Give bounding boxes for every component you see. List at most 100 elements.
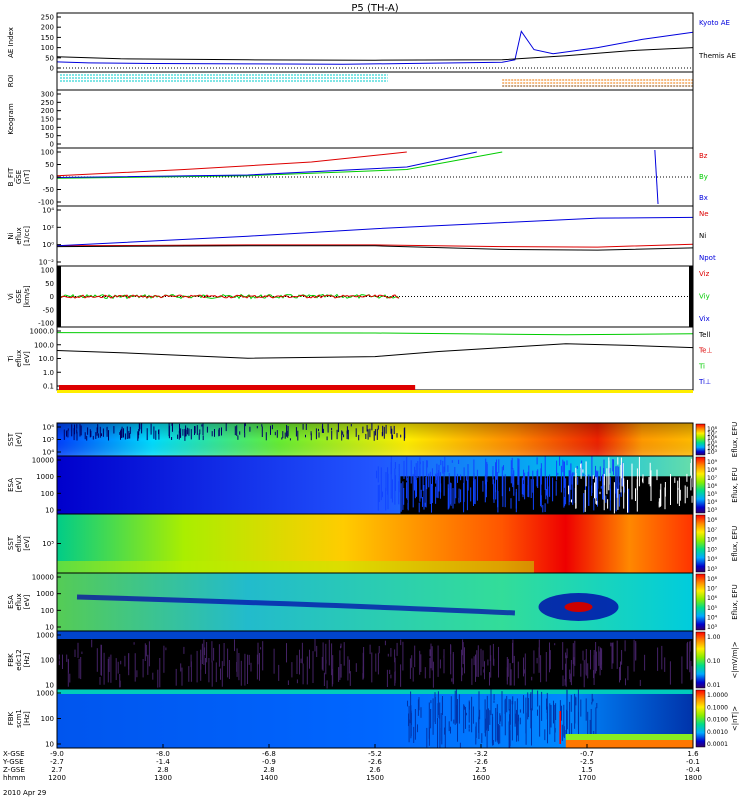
noise-strip [463, 467, 465, 502]
noise-strip [549, 650, 551, 670]
noise-strip [74, 649, 76, 657]
sst2-colorbar-tick: 10⁷ [707, 527, 718, 534]
sst2-colorbar-tick: 10⁵ [707, 546, 718, 553]
noise-strip [527, 471, 529, 491]
noise-strip [71, 424, 73, 437]
noise-strip [175, 668, 177, 686]
xaxis-value: -3.2 [474, 750, 488, 758]
noise-strip [451, 460, 453, 463]
noise-strip [519, 709, 521, 713]
noise-strip [282, 431, 284, 439]
bfit-legend: Bx [699, 194, 708, 202]
esa1-colorbar-tick: 10⁸ [707, 467, 718, 474]
noise-strip [585, 698, 587, 721]
noise-strip [180, 428, 182, 438]
noise-strip [102, 428, 104, 437]
fbk2-orange [565, 740, 693, 748]
noise-strip [244, 653, 246, 686]
noise-strip [497, 472, 499, 508]
noise-strip [448, 473, 450, 507]
sst2-band [57, 561, 534, 573]
noise-strip [194, 426, 196, 434]
noise-strip [540, 655, 542, 683]
noise-strip [342, 431, 344, 435]
noise-strip [577, 689, 579, 725]
noise-strip [134, 653, 136, 682]
noise-strip [367, 429, 369, 440]
noise-strip [340, 643, 342, 648]
noise-strip [649, 462, 651, 487]
noise-strip [627, 479, 628, 513]
esa1-tick: 10000 [32, 457, 54, 465]
noise-strip [260, 647, 262, 650]
noise-strip [462, 642, 464, 665]
noise-strip [613, 482, 615, 514]
noise-strip [473, 473, 475, 504]
noise-strip [648, 477, 650, 485]
noise-strip [504, 698, 506, 736]
noise-strip [565, 663, 566, 682]
noise-strip [431, 646, 433, 671]
ae-tick: 150 [41, 34, 54, 42]
keogram-tick: 250 [41, 99, 54, 107]
noise-strip [80, 425, 82, 436]
noise-strip [168, 423, 170, 437]
keogram-tick: 0 [50, 141, 54, 149]
noise-strip [588, 486, 590, 506]
noise-strip [400, 664, 402, 687]
noise-strip [528, 465, 530, 498]
noise-strip [484, 661, 485, 680]
noise-strip [273, 648, 275, 674]
xaxis-value: -2.6 [474, 758, 488, 766]
noise-strip [188, 666, 190, 682]
noise-strip [200, 660, 202, 670]
noise-strip [486, 717, 488, 748]
esa2-colorbar-tick: 10⁷ [707, 586, 718, 593]
noise-strip [369, 644, 371, 655]
noise-strip [338, 667, 340, 682]
noise-strip [580, 699, 582, 717]
noise-strip [599, 651, 601, 676]
noise-strip [679, 489, 681, 501]
noise-strip [67, 430, 69, 438]
noise-strip [236, 648, 238, 677]
noise-strip [196, 650, 198, 683]
noise-strip [476, 469, 478, 501]
fbk2-colorbar-title: <|nT|> [731, 706, 739, 731]
noise-strip [506, 667, 508, 681]
noise-strip [554, 643, 556, 646]
noise-strip [407, 502, 409, 509]
noise-strip [343, 642, 345, 666]
noise-strip [524, 472, 526, 500]
esa1-tick: 10 [45, 507, 54, 515]
noise-strip [566, 690, 568, 712]
noise-strip [565, 655, 567, 687]
noise-strip [434, 692, 436, 722]
noise-strip [681, 656, 683, 684]
noise-strip [190, 661, 192, 682]
noise-strip [355, 428, 357, 437]
noise-strip [484, 474, 486, 503]
noise-strip [417, 461, 419, 478]
noise-strip [592, 475, 594, 479]
xaxis-value: -0.4 [686, 766, 700, 774]
noise-strip [564, 496, 566, 507]
noise-strip [493, 483, 495, 503]
noise-strip [565, 478, 567, 505]
noise-strip [414, 477, 416, 499]
noise-strip [527, 485, 529, 497]
noise-strip [495, 708, 497, 742]
ae-tick: 250 [41, 14, 54, 22]
noise-strip [508, 699, 510, 711]
noise-strip [265, 432, 267, 441]
noise-strip [461, 667, 463, 676]
status-bar-red [59, 385, 416, 390]
noise-strip [569, 470, 571, 502]
ti-tick: 0.1 [43, 383, 54, 391]
noise-strip [435, 486, 437, 504]
xaxis-value: 1600 [472, 774, 490, 782]
noise-strip [271, 424, 273, 430]
noise-strip [302, 663, 304, 685]
noise-strip [596, 703, 598, 709]
noise-strip [385, 424, 387, 434]
